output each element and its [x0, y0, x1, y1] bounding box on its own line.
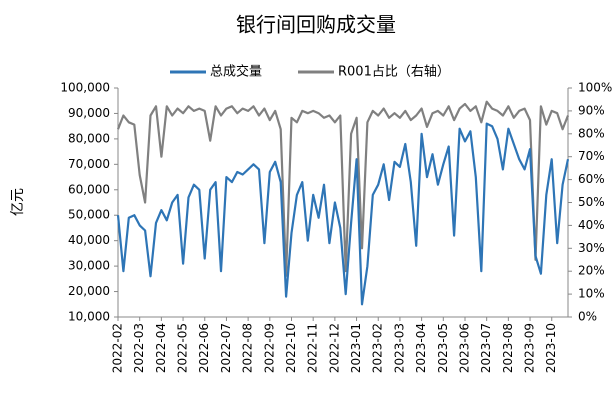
y2-tick-label: 10%: [578, 287, 605, 301]
y-tick-label: 10,000: [68, 310, 110, 324]
y2-tick-label: 90%: [578, 103, 605, 117]
x-tick-label: 2022-10: [284, 323, 298, 373]
y2-tick-label: 40%: [578, 218, 605, 232]
series-line: [116, 100, 570, 277]
x-tick-label: 2022-11: [306, 323, 320, 373]
x-tick-label: 2022-12: [327, 323, 341, 373]
y-tick-label: 80,000: [68, 131, 110, 145]
y-tick-label: 70,000: [68, 157, 110, 171]
legend-label: 总成交量: [210, 64, 262, 80]
x-tick-label: 2023-10: [544, 323, 558, 373]
y-tick-label: 40,000: [68, 233, 110, 247]
x-tick-label: 2023-07: [479, 323, 493, 373]
y2-tick-label: 30%: [578, 241, 605, 255]
y-tick-label: 60,000: [68, 182, 110, 196]
y2-tick-label: 50%: [578, 195, 605, 209]
x-tick-label: 2022-03: [132, 323, 146, 373]
x-tick-label: 2023-06: [457, 323, 471, 373]
x-tick-label: 2022-05: [176, 323, 190, 373]
x-tick-label: 2022-02: [111, 323, 125, 373]
y2-tick-label: 80%: [578, 126, 605, 140]
x-tick-label: 2023-09: [523, 323, 537, 373]
x-tick-label: 2023-02: [371, 323, 385, 373]
x-tick-label: 2023-01: [349, 323, 363, 373]
y2-tick-label: 70%: [578, 149, 605, 163]
y-tick-label: 100,000: [60, 81, 110, 95]
x-tick-label: 2022-04: [154, 323, 168, 373]
x-tick-label: 2022-09: [262, 323, 276, 373]
y2-tick-label: 100%: [578, 81, 612, 95]
y2-tick-label: 0%: [578, 310, 597, 324]
x-tick-label: 2023-04: [414, 323, 428, 373]
y2-tick-label: 20%: [578, 264, 605, 278]
y-tick-label: 90,000: [68, 106, 110, 120]
series-line: [116, 122, 570, 306]
y-axis-label: 亿元: [10, 188, 26, 216]
legend-label: R001占比（右轴）: [338, 65, 450, 80]
chart-title: 银行间回购成交量: [236, 13, 396, 37]
y-tick-label: 30,000: [68, 259, 110, 273]
x-tick-label: 2023-08: [501, 323, 515, 373]
x-tick-label: 2022-06: [197, 323, 211, 373]
x-tick-label: 2023-05: [436, 323, 450, 373]
x-tick-label: 2022-07: [219, 323, 233, 373]
x-tick-label: 2023-03: [392, 323, 406, 373]
y-tick-label: 20,000: [68, 284, 110, 298]
x-tick-label: 2022-08: [241, 323, 255, 373]
y-tick-label: 50,000: [68, 208, 110, 222]
y2-tick-label: 60%: [578, 172, 605, 186]
